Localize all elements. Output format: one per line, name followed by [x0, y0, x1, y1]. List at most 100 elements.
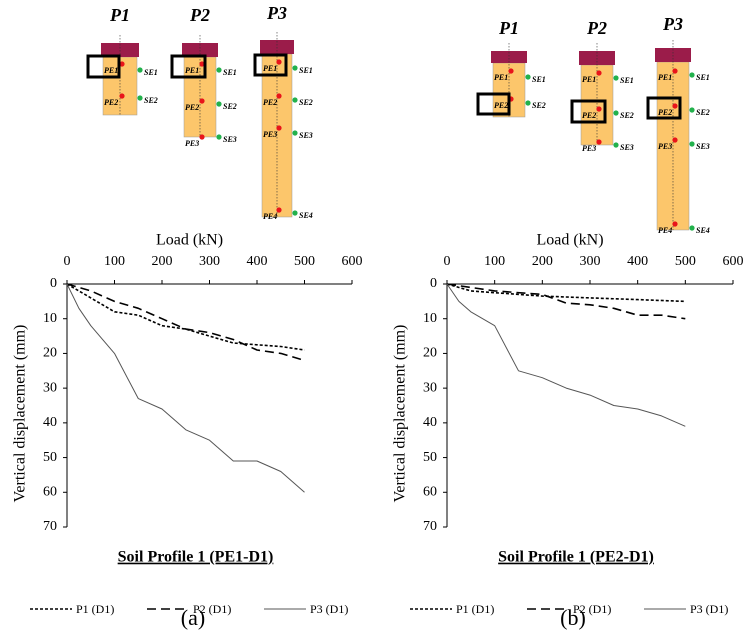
series-line: [66, 283, 305, 362]
x-axis-label: Load (kN): [156, 232, 223, 249]
pile-body: [580, 64, 614, 146]
se-label: SE1: [620, 76, 634, 85]
pe-sensor: [508, 68, 514, 74]
highlight-box: [570, 99, 607, 124]
se-sensor: [137, 67, 143, 73]
legend-label: P3 (D1): [310, 602, 348, 616]
series-line: [66, 283, 305, 351]
series-line: [66, 283, 305, 493]
legend-label: P1 (D1): [76, 602, 114, 616]
se-sensor: [292, 130, 298, 136]
y-tick-label: 50: [423, 450, 437, 465]
pe-label: PE1: [582, 75, 596, 84]
pe-sensor: [276, 207, 282, 213]
pile-label: P1: [109, 5, 130, 25]
x-tick-label: 500: [294, 254, 315, 269]
se-sensor: [525, 100, 531, 106]
highlight-box: [476, 92, 511, 116]
pe-sensor: [672, 137, 678, 143]
se-sensor: [292, 210, 298, 216]
highlight-box: [646, 96, 682, 120]
se-sensor: [292, 65, 298, 71]
y-tick-label: 40: [423, 415, 437, 430]
x-tick-label: 100: [104, 254, 125, 269]
pe-label: PE2: [658, 108, 672, 117]
pe-sensor: [596, 106, 602, 112]
pe-sensor: [199, 134, 205, 140]
pe-sensor: [119, 61, 125, 67]
se-sensor: [216, 134, 222, 140]
x-tick-label: 400: [627, 254, 648, 269]
chart-title: Soil Profile 1 (PE1-D1): [118, 549, 274, 566]
se-label: SE3: [696, 142, 710, 151]
pe-label: PE2: [263, 98, 277, 107]
pe-label: PE1: [658, 73, 672, 82]
se-label: SE1: [299, 66, 313, 75]
pe-label: PE4: [263, 212, 277, 221]
se-label: SE2: [620, 111, 634, 120]
pile-label: P2: [586, 18, 607, 38]
se-label: SE4: [696, 226, 710, 235]
y-tick-label: 0: [50, 276, 57, 291]
se-label: SE2: [299, 98, 313, 107]
pe-label: PE2: [104, 98, 118, 107]
pe-sensor: [672, 68, 678, 74]
figure-caption: (a): [181, 605, 205, 630]
se-label: SE3: [223, 135, 237, 144]
x-tick-label: 600: [342, 254, 363, 269]
pe-label: PE2: [582, 111, 596, 120]
se-label: SE3: [299, 131, 313, 140]
y-tick-label: 30: [43, 380, 57, 395]
pe-label: PE3: [582, 144, 596, 153]
pe-sensor: [119, 93, 125, 99]
highlight-box: [170, 54, 207, 79]
se-label: SE1: [223, 68, 237, 77]
x-tick-label: 200: [532, 254, 553, 269]
se-sensor: [613, 142, 619, 148]
se-label: SE2: [144, 96, 158, 105]
series-line: [446, 283, 686, 320]
y-tick-label: 10: [43, 311, 57, 326]
se-label: SE4: [299, 211, 313, 220]
pe-label: PE1: [185, 66, 199, 75]
pe-sensor: [276, 125, 282, 131]
x-tick-label: 400: [247, 254, 268, 269]
pile-label: P3: [266, 3, 287, 23]
se-sensor: [689, 107, 695, 113]
legend-label: P2 (D1): [573, 602, 611, 616]
y-tick-label: 10: [423, 311, 437, 326]
y-tick-label: 50: [43, 450, 57, 465]
y-tick-label: 70: [423, 519, 437, 534]
se-sensor: [292, 97, 298, 103]
pe-sensor: [672, 103, 678, 109]
se-sensor: [216, 101, 222, 107]
y-tick-label: 60: [43, 485, 57, 500]
se-sensor: [137, 95, 143, 101]
pe-label: PE2: [494, 101, 508, 110]
highlight-box: [253, 53, 288, 77]
y-tick-label: 70: [43, 519, 57, 534]
pe-sensor: [596, 70, 602, 76]
y-tick-label: 30: [423, 380, 437, 395]
y-axis-label: Vertical displacement (mm): [392, 325, 409, 503]
y-tick-label: 60: [423, 485, 437, 500]
pe-label: PE3: [658, 142, 672, 151]
y-tick-label: 20: [43, 346, 57, 361]
se-label: SE2: [696, 108, 710, 117]
chart-title: Soil Profile 1 (PE2-D1): [498, 549, 654, 566]
se-label: SE1: [696, 73, 710, 82]
pe-sensor: [199, 98, 205, 104]
legend-label: P3 (D1): [690, 602, 728, 616]
pile-cap: [491, 51, 527, 63]
y-axis-label: Vertical displacement (mm): [12, 325, 29, 503]
se-sensor: [689, 225, 695, 231]
pe-label: PE1: [104, 66, 118, 75]
se-sensor: [689, 72, 695, 78]
se-sensor: [689, 141, 695, 147]
pile-label: P1: [498, 18, 519, 38]
legend-label: P1 (D1): [456, 602, 494, 616]
y-tick-label: 0: [430, 276, 437, 291]
series-line: [446, 283, 686, 303]
pe-label: PE4: [658, 226, 672, 235]
y-tick-label: 40: [43, 415, 57, 430]
